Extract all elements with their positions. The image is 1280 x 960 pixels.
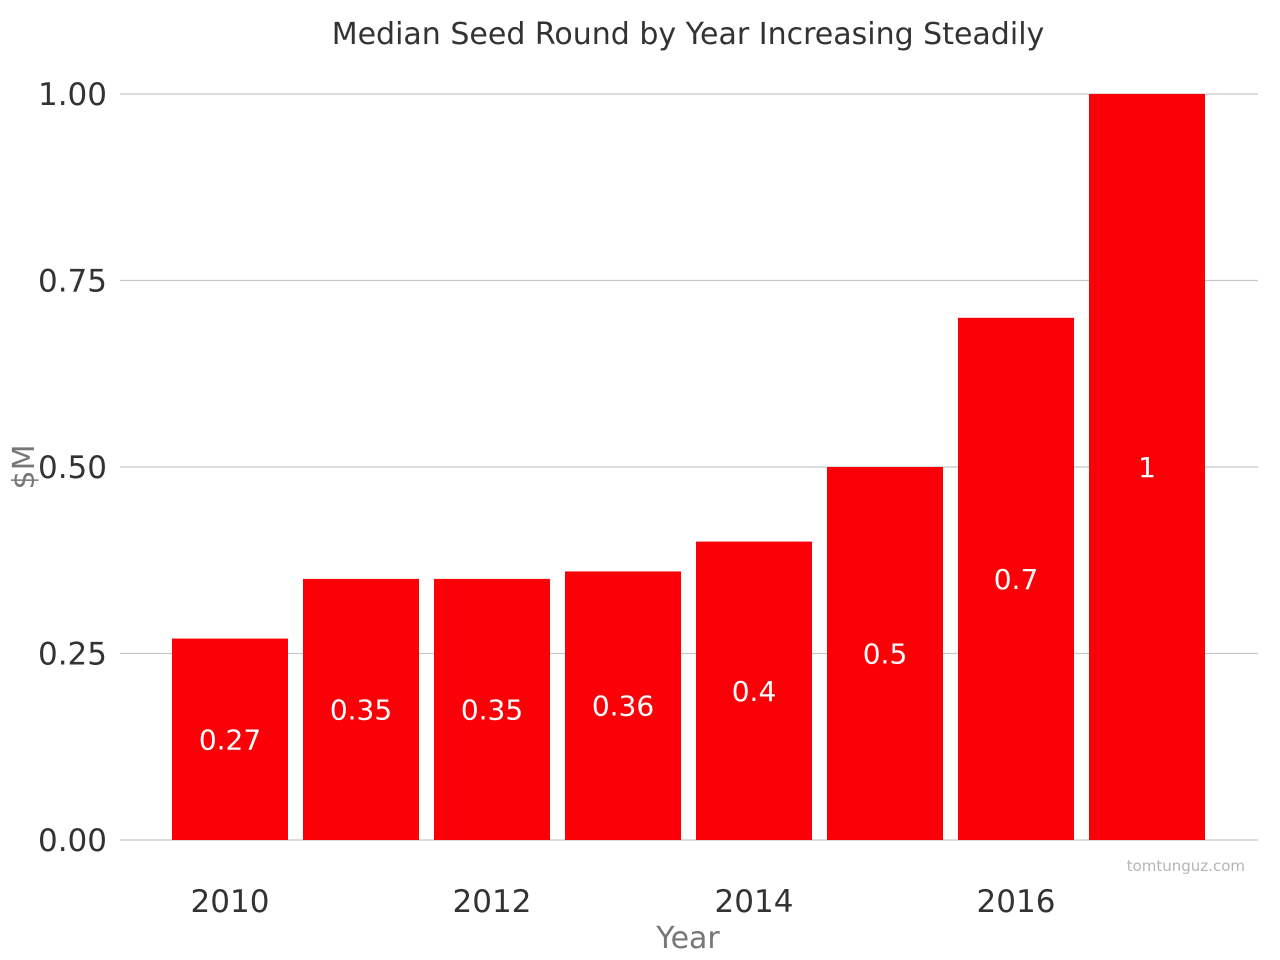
bar-value-label: 1: [1138, 451, 1156, 484]
gridlines: [120, 93, 1258, 841]
bar-data-labels: 0.27 0.35 0.35 0.36 0.4 0.5 0.7 1: [199, 451, 1156, 756]
x-axis-ticks: 2010 2012 2014 2016: [191, 884, 1056, 920]
x-tick-label: 2012: [453, 884, 532, 920]
bar-value-label: 0.7: [994, 563, 1039, 596]
bar-2012: [434, 578, 550, 840]
bar-2013: [565, 571, 681, 840]
x-tick-label: 2014: [715, 884, 794, 920]
x-tick-label: 2016: [977, 884, 1056, 920]
y-tick-label: 0.75: [38, 264, 107, 300]
bar-2011: [303, 578, 419, 840]
bar-value-label: 0.4: [732, 675, 777, 708]
bar-value-label: 0.36: [592, 690, 654, 723]
bar-value-label: 0.5: [863, 638, 908, 671]
bar-2010: [172, 638, 288, 840]
bar-value-label: 0.35: [461, 693, 523, 726]
bar-2015: [827, 467, 943, 840]
chart-title: Median Seed Round by Year Increasing Ste…: [332, 17, 1045, 52]
y-tick-label: 0.25: [38, 637, 107, 673]
bar-2016: [958, 317, 1074, 840]
x-axis-title: Year: [655, 921, 720, 956]
bar-2017: [1089, 94, 1205, 840]
watermark: tomtunguz.com: [1127, 857, 1245, 875]
bar-value-label: 0.35: [330, 693, 392, 726]
y-tick-label: 0.50: [38, 450, 107, 486]
bar-2014: [696, 541, 812, 840]
bar-value-label: 0.27: [199, 723, 261, 756]
y-axis-ticks: 0.00 0.25 0.50 0.75 1.00: [38, 77, 107, 859]
y-axis-title: $M: [7, 445, 42, 490]
bars: [172, 94, 1205, 840]
y-tick-label: 0.00: [38, 823, 107, 859]
x-tick-label: 2010: [191, 884, 270, 920]
y-tick-label: 1.00: [38, 77, 107, 113]
